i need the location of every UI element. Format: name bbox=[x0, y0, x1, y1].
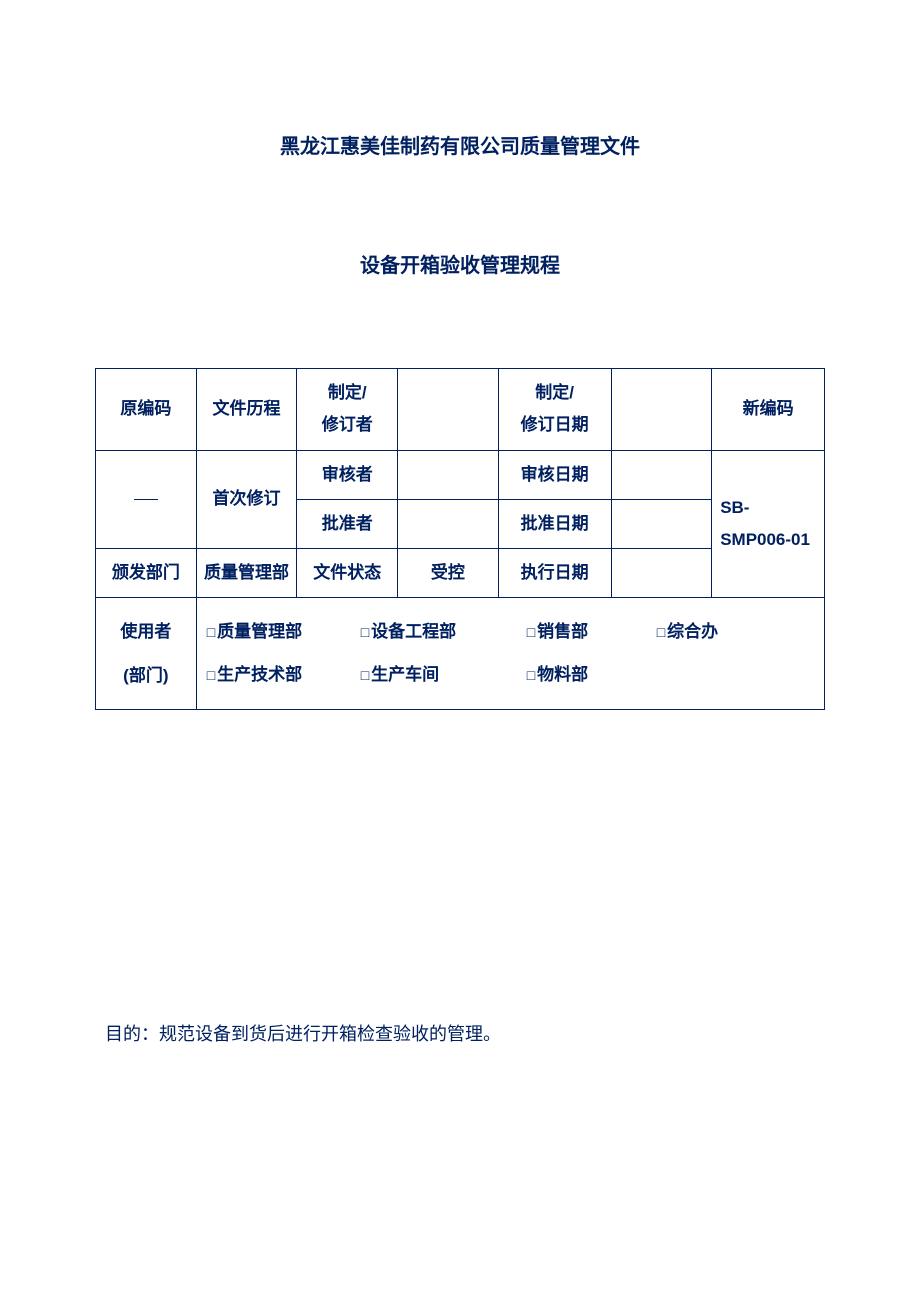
user-item: □销售部 bbox=[527, 616, 657, 648]
user-item: □综合办 bbox=[657, 616, 718, 648]
orig-code-label: 原编码 bbox=[96, 369, 197, 451]
checkbox-icon: □ bbox=[207, 624, 215, 640]
reviewer-label: 审核者 bbox=[297, 450, 398, 499]
user-item-label: 生产车间 bbox=[371, 665, 439, 684]
table-row: 原编码 文件历程 制定/ 修订者 制定/ 修订日期 新编码 bbox=[96, 369, 825, 451]
table-row: 首次修订 审核者 审核日期 SB-SMP006-01 bbox=[96, 450, 825, 499]
reviewer-value bbox=[398, 450, 499, 499]
purpose-label: 目的： bbox=[105, 1024, 159, 1044]
company-title: 黑龙江惠美佳制药有限公司质量管理文件 bbox=[95, 130, 825, 159]
user-item: □质量管理部 bbox=[207, 616, 361, 648]
user-item: □生产技术部 bbox=[207, 659, 361, 691]
checkbox-icon: □ bbox=[207, 667, 215, 683]
user-item-label: 生产技术部 bbox=[217, 665, 302, 684]
table-row: 使用者 (部门) □质量管理部 □设备工程部 □销售部 □综合办 □生产技术部 … bbox=[96, 598, 825, 710]
issuer-label: 颁发部门 bbox=[96, 549, 197, 598]
status-value: 受控 bbox=[398, 549, 499, 598]
approve-date-label: 批准日期 bbox=[498, 499, 611, 548]
users-list: □质量管理部 □设备工程部 □销售部 □综合办 □生产技术部 □生产车间 □物料… bbox=[196, 598, 824, 710]
user-line-2: □生产技术部 □生产车间 □物料部 bbox=[207, 659, 820, 691]
approve-date-value bbox=[611, 499, 712, 548]
issuer-value: 质量管理部 bbox=[196, 549, 297, 598]
creator-label: 制定/ 修订者 bbox=[297, 369, 398, 451]
purpose-text: 规范设备到货后进行开箱检查验收的管理。 bbox=[159, 1024, 501, 1044]
approver-value bbox=[398, 499, 499, 548]
checkbox-icon: □ bbox=[527, 667, 535, 683]
create-date-label: 制定/ 修订日期 bbox=[498, 369, 611, 451]
checkbox-icon: □ bbox=[361, 667, 369, 683]
creator-value bbox=[398, 369, 499, 451]
user-line-1: □质量管理部 □设备工程部 □销售部 □综合办 bbox=[207, 616, 820, 648]
users-label: 使用者 (部门) bbox=[96, 598, 197, 710]
purpose-paragraph: 目的：规范设备到货后进行开箱检查验收的管理。 bbox=[105, 1020, 825, 1046]
user-item: □设备工程部 bbox=[361, 616, 527, 648]
user-item-label: 物料部 bbox=[537, 665, 588, 684]
checkbox-icon: □ bbox=[361, 624, 369, 640]
user-item-label: 质量管理部 bbox=[217, 622, 302, 641]
new-code-value: SB-SMP006-01 bbox=[712, 450, 825, 598]
checkbox-icon: □ bbox=[527, 624, 535, 640]
review-date-label: 审核日期 bbox=[498, 450, 611, 499]
exec-date-value bbox=[611, 549, 712, 598]
approver-label: 批准者 bbox=[297, 499, 398, 548]
document-info-table: 原编码 文件历程 制定/ 修订者 制定/ 修订日期 新编码 首次修订 审核者 审… bbox=[95, 368, 825, 710]
history-value: 首次修订 bbox=[196, 450, 297, 549]
user-item-label: 销售部 bbox=[537, 622, 588, 641]
document-title: 设备开箱验收管理规程 bbox=[95, 249, 825, 278]
checkbox-icon: □ bbox=[657, 624, 665, 640]
orig-code-value bbox=[96, 450, 197, 549]
status-label: 文件状态 bbox=[297, 549, 398, 598]
review-date-value bbox=[611, 450, 712, 499]
new-code-label: 新编码 bbox=[712, 369, 825, 451]
user-item-label: 设备工程部 bbox=[371, 622, 456, 641]
user-item-label: 综合办 bbox=[667, 622, 718, 641]
user-item: □物料部 bbox=[527, 659, 588, 691]
create-date-value bbox=[611, 369, 712, 451]
user-item: □生产车间 bbox=[361, 659, 527, 691]
history-label: 文件历程 bbox=[196, 369, 297, 451]
exec-date-label: 执行日期 bbox=[498, 549, 611, 598]
